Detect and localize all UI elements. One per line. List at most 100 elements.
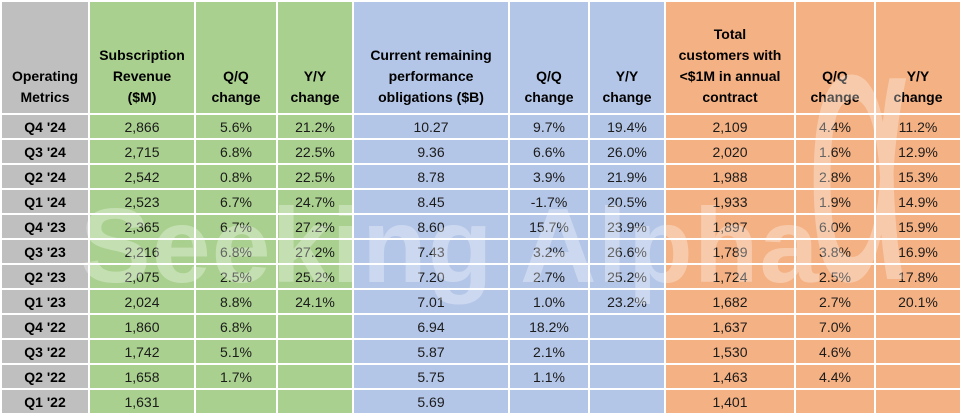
cell-crpo-qq-change: 2.1%	[510, 340, 588, 363]
row-label: Q3 '23	[2, 240, 88, 263]
cell-customers-qq-change: 4.6%	[796, 340, 874, 363]
cell-customers-qq-change: 3.8%	[796, 240, 874, 263]
cell-subscription-revenue-yy-change: 27.2%	[278, 240, 352, 263]
cell-subscription-revenue: 2,216	[90, 240, 194, 263]
corner-header-operating-metrics: Operating Metrics	[2, 2, 88, 113]
cell-subscription-revenue-qq-change: 6.7%	[196, 215, 276, 238]
cell-subscription-revenue-yy-change	[278, 365, 352, 388]
col-header-customers-yy-change: Y/Y change	[876, 2, 960, 113]
cell-crpo-yy-change: 20.5%	[590, 190, 664, 213]
table-row: Q2 '24 2,542 0.8% 22.5% 8.78 3.9% 21.9% 1,988 2.…	[2, 165, 960, 188]
table-body: Q4 '24 2,866 5.6% 21.2% 10.27 9.7% 19.4% 2,109 4…	[2, 115, 960, 413]
cell-crpo-qq-change: 1.0%	[510, 290, 588, 313]
cell-crpo-yy-change	[590, 365, 664, 388]
cell-total-customers: 1,933	[666, 190, 794, 213]
cell-customers-yy-change: 17.8%	[876, 265, 960, 288]
cell-subscription-revenue-qq-change: 6.8%	[196, 140, 276, 163]
cell-subscription-revenue-yy-change	[278, 315, 352, 338]
row-label: Q2 '24	[2, 165, 88, 188]
col-header-crpo: Current remaining performance obligation…	[354, 2, 508, 113]
cell-total-customers: 1,637	[666, 315, 794, 338]
table-row: Q1 '23 2,024 8.8% 24.1% 7.01 1.0% 23.2% 1,682 2.…	[2, 290, 960, 313]
cell-crpo: 5.69	[354, 390, 508, 413]
cell-customers-qq-change: 1.9%	[796, 190, 874, 213]
table-row: Q2 '23 2,075 2.5% 25.2% 7.20 2.7% 25.2% 1,724 2.…	[2, 265, 960, 288]
cell-subscription-revenue-yy-change: 25.2%	[278, 265, 352, 288]
cell-customers-yy-change	[876, 365, 960, 388]
cell-subscription-revenue: 2,866	[90, 115, 194, 138]
cell-subscription-revenue-yy-change: 22.5%	[278, 165, 352, 188]
cell-crpo-yy-change: 19.4%	[590, 115, 664, 138]
cell-customers-yy-change	[876, 315, 960, 338]
cell-customers-qq-change: 2.5%	[796, 265, 874, 288]
cell-subscription-revenue-yy-change: 24.7%	[278, 190, 352, 213]
col-header-crpo-qq-change: Q/Q change	[510, 2, 588, 113]
cell-total-customers: 1,724	[666, 265, 794, 288]
cell-customers-qq-change	[796, 390, 874, 413]
cell-subscription-revenue: 2,523	[90, 190, 194, 213]
cell-subscription-revenue-qq-change: 6.7%	[196, 190, 276, 213]
row-label: Q2 '22	[2, 365, 88, 388]
row-label: Q4 '24	[2, 115, 88, 138]
cell-crpo-yy-change: 21.9%	[590, 165, 664, 188]
cell-crpo: 6.94	[354, 315, 508, 338]
cell-crpo-qq-change: 1.1%	[510, 365, 588, 388]
row-label: Q1 '24	[2, 190, 88, 213]
cell-crpo: 7.20	[354, 265, 508, 288]
cell-crpo-qq-change: 15.7%	[510, 215, 588, 238]
cell-subscription-revenue-qq-change: 8.8%	[196, 290, 276, 313]
table-row: Q1 '24 2,523 6.7% 24.7% 8.45 -1.7% 20.5% 1,933 1…	[2, 190, 960, 213]
cell-customers-yy-change: 20.1%	[876, 290, 960, 313]
cell-subscription-revenue-qq-change: 5.6%	[196, 115, 276, 138]
cell-subscription-revenue: 1,658	[90, 365, 194, 388]
cell-crpo: 10.27	[354, 115, 508, 138]
row-label: Q3 '22	[2, 340, 88, 363]
cell-customers-qq-change: 6.0%	[796, 215, 874, 238]
cell-crpo: 8.78	[354, 165, 508, 188]
cell-total-customers: 2,109	[666, 115, 794, 138]
cell-subscription-revenue-qq-change: 1.7%	[196, 365, 276, 388]
cell-customers-yy-change: 12.9%	[876, 140, 960, 163]
cell-customers-yy-change: 16.9%	[876, 240, 960, 263]
cell-subscription-revenue-qq-change	[196, 390, 276, 413]
cell-customers-yy-change: 11.2%	[876, 115, 960, 138]
table-row: Q4 '24 2,866 5.6% 21.2% 10.27 9.7% 19.4% 2,109 4…	[2, 115, 960, 138]
cell-total-customers: 1,530	[666, 340, 794, 363]
table-row: Q2 '22 1,658 1.7% 5.75 1.1% 1,463 4.4%	[2, 365, 960, 388]
cell-subscription-revenue: 2,542	[90, 165, 194, 188]
table-row: Q3 '22 1,742 5.1% 5.87 2.1% 1,530 4.6%	[2, 340, 960, 363]
cell-customers-yy-change	[876, 340, 960, 363]
table-row: Q3 '24 2,715 6.8% 22.5% 9.36 6.6% 26.0% 2,020 1.…	[2, 140, 960, 163]
col-header-subscription-revenue-qq-change: Q/Q change	[196, 2, 276, 113]
cell-customers-qq-change: 4.4%	[796, 365, 874, 388]
cell-customers-qq-change: 7.0%	[796, 315, 874, 338]
cell-subscription-revenue-yy-change	[278, 390, 352, 413]
table-row: Q4 '23 2,365 6.7% 27.2% 8.60 15.7% 23.9% 1,897 6…	[2, 215, 960, 238]
cell-total-customers: 1,401	[666, 390, 794, 413]
cell-crpo-yy-change	[590, 390, 664, 413]
row-label: Q1 '22	[2, 390, 88, 413]
cell-customers-qq-change: 2.8%	[796, 165, 874, 188]
col-header-subscription-revenue-yy-change: Y/Y change	[278, 2, 352, 113]
table-row: Q1 '22 1,631 5.69 1,401	[2, 390, 960, 413]
cell-crpo-qq-change: 2.7%	[510, 265, 588, 288]
table-row: Q3 '23 2,216 6.8% 27.2% 7.43 3.2% 26.6% 1,789 3.…	[2, 240, 960, 263]
cell-customers-yy-change: 15.9%	[876, 215, 960, 238]
cell-customers-qq-change: 1.6%	[796, 140, 874, 163]
cell-crpo-qq-change: 9.7%	[510, 115, 588, 138]
cell-crpo-qq-change: 3.2%	[510, 240, 588, 263]
cell-crpo: 9.36	[354, 140, 508, 163]
cell-crpo-qq-change: 18.2%	[510, 315, 588, 338]
col-header-subscription-revenue: Subscription Revenue ($M)	[90, 2, 194, 113]
cell-crpo: 7.43	[354, 240, 508, 263]
cell-subscription-revenue-qq-change: 5.1%	[196, 340, 276, 363]
header-row: Operating Metrics Subscription Revenue (…	[2, 2, 960, 113]
cell-subscription-revenue-qq-change: 6.8%	[196, 315, 276, 338]
cell-total-customers: 2,020	[666, 140, 794, 163]
cell-customers-qq-change: 2.7%	[796, 290, 874, 313]
cell-total-customers: 1,463	[666, 365, 794, 388]
cell-total-customers: 1,988	[666, 165, 794, 188]
cell-customers-qq-change: 4.4%	[796, 115, 874, 138]
